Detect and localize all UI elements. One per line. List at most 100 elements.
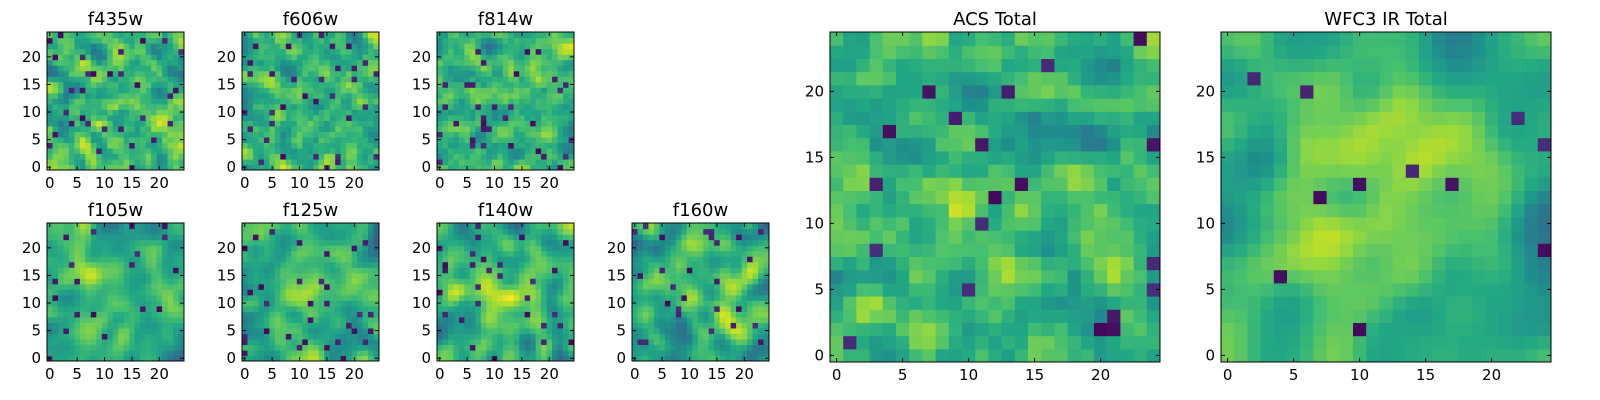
heatmap-cell [843, 164, 857, 178]
heatmap-cell [96, 234, 103, 241]
heatmap-cell [535, 114, 542, 121]
heatmap-cell [1001, 243, 1016, 257]
heatmap-cell [263, 256, 270, 263]
heatmap-cell [318, 142, 325, 149]
heatmap-cell [52, 316, 59, 323]
heatmap-cell [447, 98, 455, 105]
heatmap-cell [307, 250, 314, 257]
heatmap-cell [453, 32, 460, 39]
heatmap-cell [63, 103, 70, 110]
heatmap-cell [697, 283, 704, 290]
heatmap-cell [486, 316, 493, 323]
heatmap-cell [664, 245, 671, 252]
heatmap-cell [335, 278, 342, 285]
heatmap-cell [296, 250, 303, 257]
heatmap-cell [123, 333, 130, 340]
heatmap-cell [280, 153, 287, 160]
heatmap-cell [85, 234, 92, 241]
heatmap-cell [107, 153, 114, 160]
heatmap-cell [491, 311, 498, 318]
heatmap-cell [714, 256, 721, 263]
heatmap-cell [541, 92, 548, 99]
heatmap-cell [373, 32, 379, 39]
heatmap-cell [134, 305, 141, 312]
heatmap-cell [324, 289, 331, 296]
heatmap-cell [178, 344, 184, 351]
heatmap-cell [670, 250, 677, 257]
heatmap-cell [909, 269, 923, 284]
heatmap-cell [948, 348, 963, 362]
heatmap-cell [447, 355, 455, 361]
heatmap-cell [140, 76, 147, 83]
heatmap-cell [642, 223, 650, 230]
heatmap-cell [258, 316, 265, 323]
heatmap-cell [1028, 322, 1042, 337]
heatmap-cell [47, 239, 54, 246]
heatmap-cell [530, 316, 537, 323]
heatmap-cell [922, 216, 937, 231]
heatmap-cell [247, 245, 254, 252]
heatmap-cell [453, 234, 460, 241]
heatmap-cell [830, 230, 844, 244]
heatmap-cell [909, 309, 923, 323]
heatmap-cell [280, 70, 287, 77]
heatmap-cell [535, 147, 542, 155]
heatmap-cell [134, 158, 141, 166]
heatmap-cell [747, 294, 754, 301]
heatmap-cell [47, 256, 54, 263]
heatmap-cell [368, 142, 375, 149]
heatmap-cell [856, 164, 871, 178]
heatmap-cell [675, 267, 682, 274]
heatmap-cell [96, 32, 103, 39]
heatmap-cell [68, 278, 75, 285]
heatmap-cell [725, 305, 732, 312]
heatmap-cell [480, 278, 487, 285]
heatmap-cell [313, 294, 320, 301]
heatmap-cell [340, 278, 347, 285]
heatmap-cell [85, 250, 92, 257]
heatmap-cell [513, 355, 520, 361]
heatmap-cell [90, 164, 97, 170]
heatmap-cell [1107, 269, 1121, 284]
heatmap-cell [869, 177, 884, 191]
x-tick-label: 10 [95, 365, 114, 383]
heatmap-cell [302, 261, 309, 268]
heatmap-cell [491, 114, 498, 121]
heatmap-cell [882, 269, 897, 284]
heatmap-cell [112, 250, 119, 257]
heatmap-cell [313, 344, 320, 351]
heatmap-cell [63, 305, 70, 312]
heatmap-cell [648, 239, 655, 246]
heatmap-cell [541, 48, 548, 55]
heatmap-cell [96, 158, 103, 166]
heatmap-cell [486, 54, 493, 61]
heatmap-cell [52, 311, 59, 318]
heatmap-cell [346, 131, 353, 138]
heatmap-cell [296, 228, 303, 235]
heatmap-cell [530, 278, 537, 285]
heatmap-cell [346, 54, 353, 61]
heatmap-cell [346, 261, 353, 268]
heatmap-cell [329, 223, 336, 230]
heatmap-cell [52, 289, 59, 296]
heatmap-cell [557, 228, 564, 235]
heatmap-cell [719, 289, 726, 296]
heatmap-cell [546, 109, 553, 116]
heatmap-cell [335, 54, 342, 61]
heatmap-cell [447, 147, 455, 155]
heatmap-cell [162, 87, 169, 94]
heatmap-cell [357, 147, 364, 155]
panel-title: f606w [283, 9, 338, 30]
heatmap-cell [664, 355, 671, 361]
heatmap-cell [63, 256, 70, 263]
heatmap-cell [557, 245, 564, 252]
heatmap-cell [480, 147, 487, 155]
heatmap-cell [541, 70, 548, 77]
heatmap-cell [697, 338, 704, 346]
heatmap-cell [96, 125, 103, 132]
heatmap-cell [340, 54, 347, 61]
heatmap-cell [869, 216, 884, 231]
heatmap-cell [637, 349, 644, 357]
heatmap-cell [296, 256, 303, 263]
heatmap-cell [675, 278, 682, 285]
